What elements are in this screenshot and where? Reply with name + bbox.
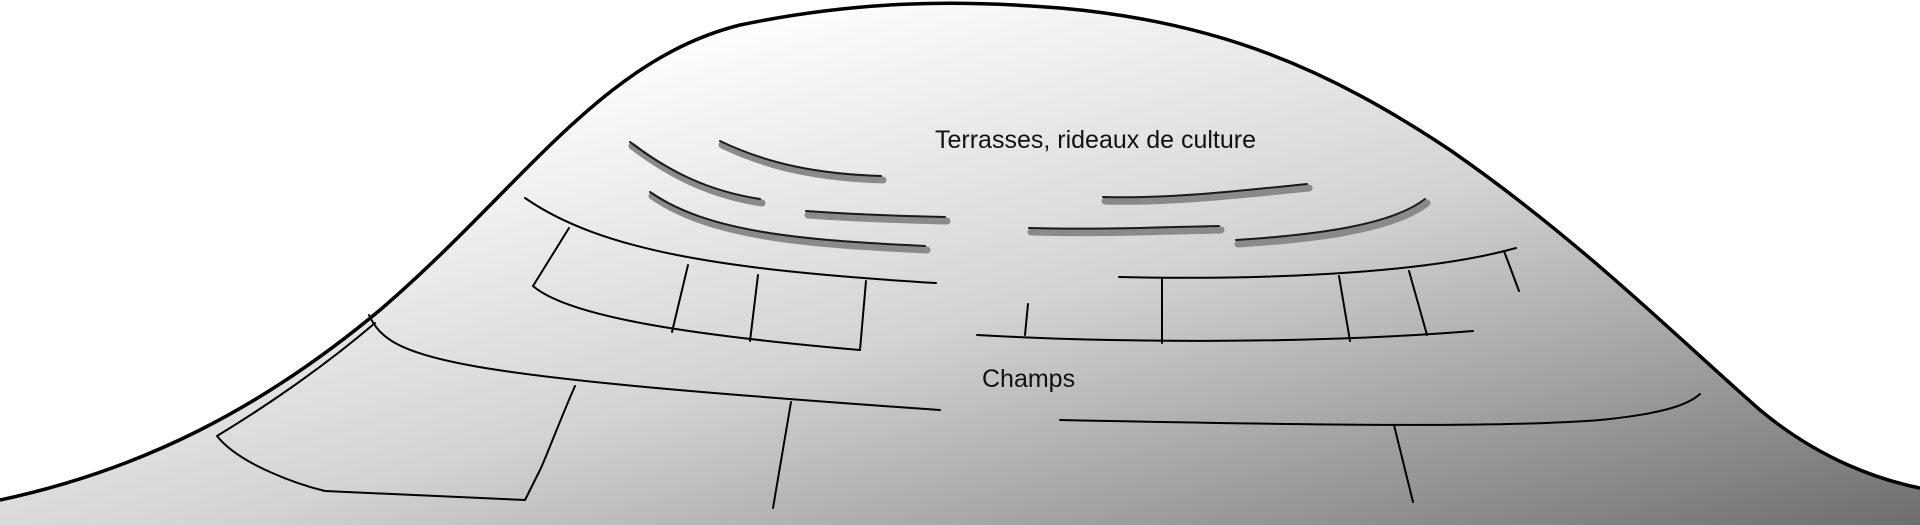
terrace <box>628 141 766 207</box>
field-boundary <box>532 227 570 287</box>
field-boundary <box>1118 247 1517 279</box>
field-boundary <box>859 280 867 351</box>
terrace <box>1101 183 1313 205</box>
field-boundary <box>532 285 861 351</box>
field-boundary <box>976 330 1474 342</box>
field-boundary <box>216 322 526 501</box>
field-boundary <box>524 197 937 284</box>
fields-group <box>216 197 1701 509</box>
field-boundary <box>1408 270 1428 336</box>
terrace <box>804 210 951 225</box>
field-boundary <box>1393 424 1414 503</box>
field-boundary <box>1024 303 1029 336</box>
hill-outline <box>0 1 1920 502</box>
terraces-group <box>628 140 1431 254</box>
field-boundary <box>524 385 576 501</box>
terrace <box>648 191 931 254</box>
field-boundary <box>671 264 689 333</box>
field-boundary <box>772 401 792 509</box>
terrace <box>718 140 887 184</box>
terraces-label: Terrasses, rideaux de culture <box>935 126 1256 154</box>
terrace <box>1234 198 1431 248</box>
field-boundary <box>749 274 759 342</box>
hill-shape <box>0 3 1920 525</box>
fields-label: Champs <box>982 365 1075 393</box>
field-boundary <box>1503 250 1520 292</box>
field-boundary <box>368 314 941 411</box>
terrace <box>1027 225 1225 237</box>
field-boundary <box>1338 275 1351 342</box>
field-boundary <box>1059 393 1701 426</box>
